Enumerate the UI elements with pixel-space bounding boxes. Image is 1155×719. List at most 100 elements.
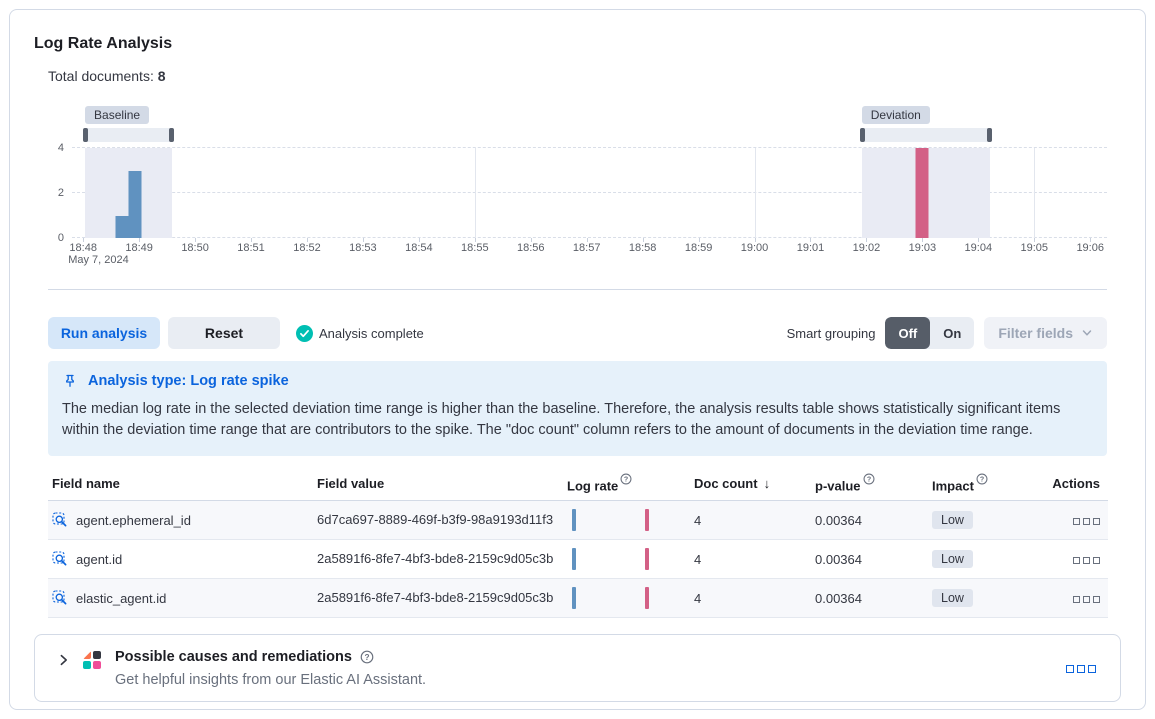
log-rate-analysis-panel: Log Rate Analysis Total documents: 8 Bas… bbox=[9, 9, 1146, 710]
table-row: elastic_agent.id 2a5891f6-8fe7-4bf3-bde8… bbox=[48, 578, 1108, 619]
filter-fields-button[interactable]: Filter fields bbox=[984, 317, 1107, 349]
column-header-field-value[interactable]: Field value bbox=[313, 468, 563, 502]
field-value: 6d7ca697-8889-469f-b3f9-98a9193d11f3 bbox=[313, 500, 563, 541]
smart-grouping-off-button[interactable]: Off bbox=[885, 317, 931, 349]
x-axis-tick-label: 19:04 bbox=[964, 242, 993, 254]
svg-text:?: ? bbox=[866, 475, 870, 483]
field-name: agent.ephemeral_id bbox=[76, 512, 191, 528]
baseline-brush-right-handle[interactable] bbox=[168, 128, 174, 142]
doc-count-value: 4 bbox=[690, 500, 811, 541]
question-in-circle-icon[interactable]: ? bbox=[863, 473, 875, 485]
p-value: 0.00364 bbox=[811, 500, 928, 541]
y-axis-tick-label: 4 bbox=[57, 142, 64, 154]
section-divider bbox=[48, 289, 1107, 290]
row-actions-icon[interactable] bbox=[1073, 517, 1100, 525]
expand-accordion-button[interactable] bbox=[55, 651, 73, 672]
y-gridline bbox=[72, 147, 1107, 148]
table-row: agent.id 2a5891f6-8fe7-4bf3-bde8-2159c9d… bbox=[48, 539, 1108, 580]
x-axis-tick bbox=[530, 238, 532, 242]
x-axis-tick-label: 18:58 bbox=[628, 242, 657, 254]
x-axis-tick-label: 19:05 bbox=[1020, 242, 1049, 254]
svg-text:?: ? bbox=[624, 475, 628, 483]
column-header-p-value[interactable]: p-value? bbox=[811, 468, 928, 502]
x-gridline bbox=[754, 148, 756, 238]
mini-baseline-bar bbox=[572, 509, 576, 532]
x-axis-tick bbox=[586, 238, 588, 242]
mini-baseline-bar bbox=[572, 587, 576, 610]
x-axis-tick-label: 19:06 bbox=[1076, 242, 1104, 254]
boxes-horizontal-icon bbox=[1066, 665, 1096, 674]
possible-causes-subtitle: Get helpful insights from our Elastic AI… bbox=[115, 672, 427, 689]
x-gridline bbox=[474, 148, 476, 238]
reset-button[interactable]: Reset bbox=[168, 317, 280, 349]
x-axis-tick bbox=[362, 238, 364, 242]
x-axis-tick-label: 18:52 bbox=[293, 242, 321, 254]
impact-badge: Low bbox=[932, 511, 973, 530]
baseline-brush-left-handle[interactable] bbox=[83, 128, 89, 142]
y-gridline bbox=[72, 237, 1107, 238]
x-axis-tick-label: 18:54 bbox=[405, 242, 433, 254]
possible-causes-title[interactable]: Possible causes and remediations bbox=[115, 649, 352, 666]
total-documents-label: Total documents: bbox=[48, 68, 154, 84]
panel-actions-button[interactable] bbox=[1062, 657, 1100, 680]
controls-bar: Run analysis Reset Analysis complete Sma… bbox=[48, 317, 1107, 349]
baseline-bar bbox=[128, 170, 142, 238]
question-in-circle-icon[interactable]: ? bbox=[976, 473, 988, 485]
page-title: Log Rate Analysis bbox=[34, 35, 173, 52]
column-header-doc-count[interactable]: Doc count ↓ bbox=[690, 468, 811, 502]
chart-x-axis: 18:48 18:49 18:50 18:51 18:52 18:53 18:54 18:55… bbox=[68, 242, 1107, 270]
baseline-brush[interactable] bbox=[83, 128, 174, 142]
x-axis-tick bbox=[1090, 238, 1092, 242]
x-axis-tick-label: 18:48 bbox=[69, 242, 97, 254]
column-header-impact[interactable]: Impact? bbox=[928, 468, 1038, 502]
deviation-badge: Deviation bbox=[861, 106, 930, 124]
row-actions-icon[interactable] bbox=[1073, 595, 1100, 603]
smart-grouping-toggle: Off On bbox=[885, 317, 975, 349]
row-actions-icon[interactable] bbox=[1073, 556, 1100, 564]
filter-for-value-icon[interactable] bbox=[52, 551, 68, 567]
analysis-type-callout: Analysis type: Log rate spike The median… bbox=[48, 361, 1107, 456]
x-axis-tick bbox=[978, 238, 980, 242]
mini-deviation-bar bbox=[645, 509, 649, 532]
y-axis-tick-label: 2 bbox=[57, 187, 64, 199]
pin-icon bbox=[66, 374, 74, 387]
deviation-brush[interactable] bbox=[859, 128, 992, 142]
doc-count-value: 4 bbox=[690, 578, 811, 619]
filter-for-value-icon[interactable] bbox=[52, 512, 68, 528]
doc-count-value: 4 bbox=[690, 539, 811, 580]
field-name: agent.id bbox=[76, 551, 123, 567]
x-axis-tick-label: 18:51 bbox=[237, 242, 265, 254]
filter-for-value-icon[interactable] bbox=[52, 590, 68, 606]
x-axis-tick-label: 18:59 bbox=[684, 242, 713, 254]
question-in-circle-icon[interactable]: ? bbox=[620, 473, 632, 485]
elastic-ai-assistant-icon bbox=[83, 651, 101, 670]
table-header-row: Field name Field value Log rate? Doc cou… bbox=[48, 468, 1108, 502]
x-axis-date-label: May 7, 2024 bbox=[68, 254, 129, 266]
x-axis-tick bbox=[474, 238, 476, 242]
column-header-field-name[interactable]: Field name bbox=[48, 468, 313, 502]
baseline-bar bbox=[115, 215, 129, 238]
column-header-log-rate[interactable]: Log rate? bbox=[563, 468, 690, 502]
table-row: agent.ephemeral_id 6d7ca697-8889-469f-b3… bbox=[48, 500, 1108, 541]
x-axis-tick bbox=[922, 238, 924, 242]
impact-badge: Low bbox=[932, 589, 973, 608]
log-rate-mini-chart bbox=[567, 585, 667, 611]
deviation-brush-right-handle[interactable] bbox=[986, 128, 992, 142]
baseline-badge: Baseline bbox=[85, 106, 150, 124]
deviation-bar bbox=[915, 148, 929, 238]
x-axis-tick-label: 19:03 bbox=[908, 242, 937, 254]
x-axis-tick bbox=[1034, 238, 1036, 242]
chart-plot[interactable]: 0 2 4 bbox=[58, 142, 1107, 244]
chart-brushes bbox=[72, 128, 1107, 142]
callout-title: Analysis type: Log rate spike bbox=[88, 373, 289, 389]
x-axis-tick bbox=[418, 238, 420, 242]
smart-grouping-on-button[interactable]: On bbox=[930, 317, 974, 349]
y-gridline bbox=[72, 192, 1107, 193]
deviation-brush-left-handle[interactable] bbox=[859, 128, 865, 142]
question-in-circle-icon[interactable]: ? bbox=[360, 650, 374, 664]
field-name: elastic_agent.id bbox=[76, 590, 167, 606]
run-analysis-button[interactable]: Run analysis bbox=[48, 317, 160, 349]
x-axis-tick-label: 18:56 bbox=[516, 242, 545, 254]
x-axis-tick bbox=[195, 238, 197, 242]
